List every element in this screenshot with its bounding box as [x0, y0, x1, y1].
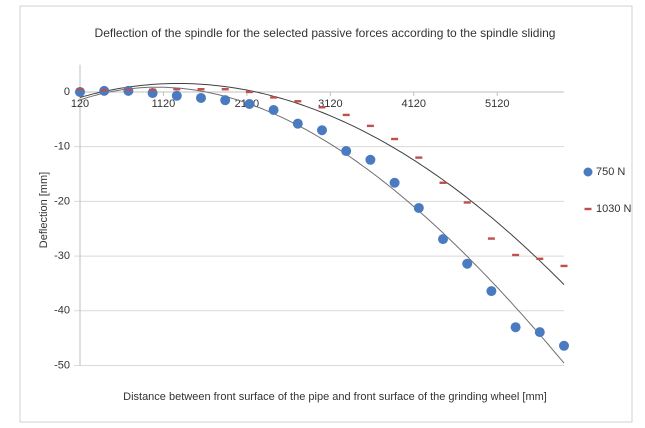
point — [462, 258, 473, 269]
x-tick-label: 5120 — [485, 98, 509, 110]
chart-title: Deflection of the spindle for the select… — [95, 26, 556, 40]
point — [268, 105, 279, 116]
point — [196, 92, 206, 103]
point — [317, 125, 327, 136]
point — [510, 322, 521, 333]
y-tick-label: -10 — [54, 141, 70, 153]
point — [221, 88, 229, 91]
point — [512, 253, 520, 257]
x-tick-label: 4120 — [402, 98, 426, 110]
point — [124, 88, 132, 91]
point — [486, 286, 497, 297]
point — [100, 89, 108, 92]
y-tick-label: -40 — [54, 305, 70, 317]
point — [270, 96, 278, 99]
point — [487, 237, 495, 240]
chart-border — [19, 5, 633, 423]
legend-label: 1030 N — [596, 203, 632, 215]
point — [318, 106, 326, 109]
point — [341, 146, 352, 157]
trendline — [79, 83, 565, 285]
point — [292, 118, 303, 129]
y-tick-label: -30 — [54, 250, 70, 262]
point — [173, 88, 181, 91]
point — [342, 113, 350, 117]
x-tick-label: 120 — [71, 98, 89, 110]
point — [220, 95, 231, 106]
point — [76, 88, 84, 91]
x-axis-title: Distance between front surface of the pi… — [123, 391, 547, 403]
legend-marker — [584, 207, 592, 211]
point — [366, 124, 374, 128]
point — [149, 88, 157, 91]
point — [245, 90, 253, 94]
point — [294, 100, 302, 103]
point — [389, 177, 400, 188]
point — [244, 98, 255, 109]
y-tick-label: -20 — [54, 195, 70, 207]
point — [559, 340, 569, 351]
point — [534, 327, 545, 338]
point — [391, 137, 399, 141]
point — [415, 156, 423, 159]
point — [171, 90, 182, 101]
point — [439, 181, 447, 184]
point — [438, 234, 448, 245]
y-tick-label: 0 — [64, 86, 70, 98]
point — [560, 264, 568, 268]
legend-label: 750 N — [596, 166, 625, 178]
point — [197, 88, 205, 91]
x-tick-label: 1120 — [152, 98, 176, 110]
y-tick-label: -50 — [54, 359, 70, 371]
point — [536, 257, 544, 261]
legend-marker — [583, 167, 593, 177]
point — [463, 201, 471, 204]
point — [365, 154, 376, 165]
trendline — [79, 86, 565, 364]
y-axis-title: Deflection [mm] — [38, 172, 50, 248]
point — [413, 202, 424, 213]
